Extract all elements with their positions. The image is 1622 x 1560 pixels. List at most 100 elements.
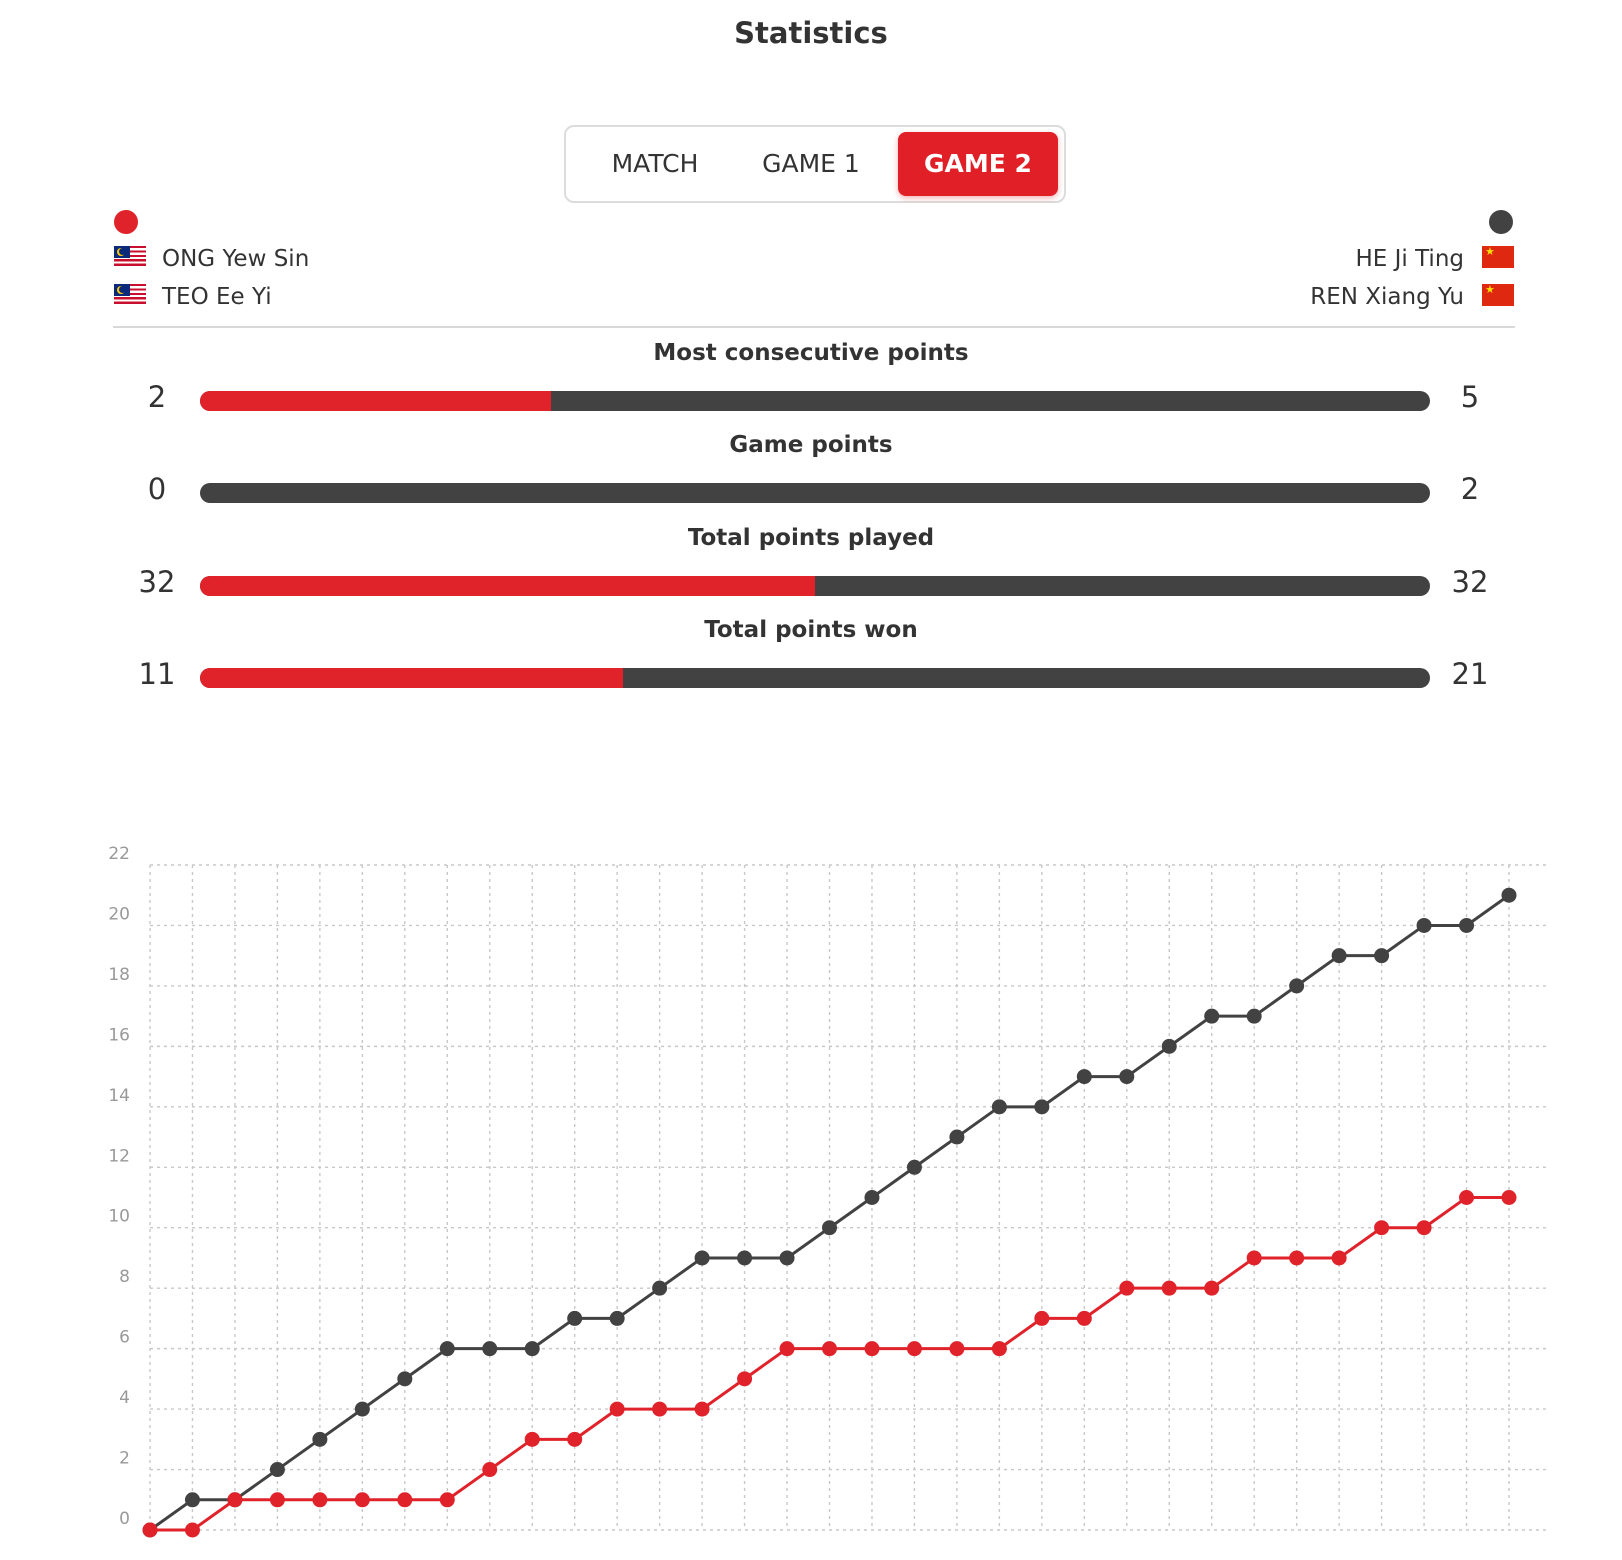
y-tick-label: 6 <box>119 1328 130 1348</box>
data-point-0 <box>609 1310 625 1326</box>
stat-bar <box>200 668 1430 688</box>
data-point-1 <box>1331 1250 1347 1266</box>
data-point-0 <box>1204 1008 1220 1024</box>
data-point-0 <box>1246 1008 1262 1024</box>
stat-label-consecutive: Most consecutive points <box>653 340 969 366</box>
stat-bar <box>200 576 1430 596</box>
data-point-1 <box>184 1522 200 1538</box>
game-tabs: MATCH GAME 1 GAME 2 <box>564 125 1066 203</box>
y-tick-label: 10 <box>108 1207 130 1227</box>
data-point-1 <box>142 1522 158 1538</box>
china-flag-icon: ★ <box>1482 246 1514 268</box>
data-point-1 <box>906 1341 922 1357</box>
stat-left-value: 2 <box>147 380 167 414</box>
data-point-0 <box>864 1190 880 1205</box>
data-point-0 <box>1076 1069 1092 1085</box>
tab-game-1[interactable]: GAME 1 <box>762 149 860 178</box>
data-point-1 <box>609 1401 625 1417</box>
stat-right-value: 2 <box>1460 472 1480 506</box>
data-point-1 <box>1459 1190 1475 1205</box>
stat-bar-fill <box>200 668 623 688</box>
team-right-color-dot <box>1489 210 1513 234</box>
stat-right-value: 32 <box>1451 565 1489 599</box>
data-point-1 <box>1246 1250 1262 1266</box>
y-tick-label: 22 <box>108 844 130 864</box>
data-point-0 <box>1331 948 1347 964</box>
data-point-1 <box>1204 1280 1220 1296</box>
stat-right-value: 21 <box>1451 657 1489 691</box>
team-left-color-dot <box>114 210 138 234</box>
china-flag-icon: ★ <box>1482 284 1514 306</box>
data-point-0 <box>1459 917 1475 933</box>
data-point-1 <box>1119 1280 1135 1296</box>
score-progression-chart: 0 2 4 6 8 10 12 14 16 18 20 22 <box>108 844 1550 1538</box>
data-point-0 <box>1416 917 1432 933</box>
data-point-0 <box>1374 948 1390 964</box>
data-point-0 <box>567 1310 583 1326</box>
data-point-0 <box>1119 1069 1135 1085</box>
player-right-1: HE Ji Ting <box>1355 246 1464 272</box>
data-point-0 <box>312 1431 328 1447</box>
data-point-0 <box>694 1250 710 1266</box>
y-tick-label: 18 <box>108 965 130 985</box>
data-point-0 <box>779 1250 795 1266</box>
page-title: Statistics <box>734 16 888 50</box>
data-point-1 <box>949 1341 965 1357</box>
y-tick-label: 0 <box>119 1509 130 1529</box>
stat-left-value: 11 <box>138 657 176 691</box>
data-point-0 <box>1501 887 1517 903</box>
data-point-1 <box>439 1492 455 1508</box>
data-point-1 <box>227 1492 243 1508</box>
data-point-1 <box>1289 1250 1305 1266</box>
data-point-1 <box>567 1431 583 1447</box>
data-point-1 <box>1076 1310 1092 1326</box>
data-point-1 <box>822 1341 837 1357</box>
player-right-2: REN Xiang Yu <box>1310 284 1464 310</box>
data-point-1 <box>269 1492 285 1508</box>
player-left-2: TEO Ee Yi <box>162 284 272 310</box>
stat-label-game-points: Game points <box>729 432 893 458</box>
stat-left-value: 32 <box>138 565 176 599</box>
data-point-1 <box>694 1401 710 1417</box>
data-point-1 <box>312 1492 328 1508</box>
y-tick-label: 20 <box>108 904 130 924</box>
data-point-1 <box>1374 1220 1390 1236</box>
data-point-1 <box>524 1431 540 1447</box>
y-tick-label: 16 <box>108 1025 130 1045</box>
divider <box>113 326 1515 328</box>
data-point-1 <box>1034 1310 1050 1326</box>
tab-game-2[interactable]: GAME 2 <box>898 132 1058 196</box>
data-point-1 <box>864 1341 880 1357</box>
data-point-1 <box>1501 1190 1517 1205</box>
data-point-0 <box>652 1280 668 1296</box>
player-left-1: ONG Yew Sin <box>162 246 310 272</box>
data-point-1 <box>482 1462 498 1478</box>
data-point-1 <box>779 1341 795 1357</box>
y-tick-label: 12 <box>108 1146 130 1166</box>
data-point-0 <box>949 1129 965 1145</box>
data-point-0 <box>991 1099 1007 1115</box>
data-point-1 <box>354 1492 370 1508</box>
stat-label-points-won: Total points won <box>704 617 918 643</box>
data-point-1 <box>397 1492 413 1508</box>
stat-left-value: 0 <box>147 472 167 506</box>
data-point-0 <box>439 1341 455 1357</box>
data-point-0 <box>397 1371 413 1387</box>
data-point-0 <box>482 1341 498 1357</box>
data-point-1 <box>1416 1220 1432 1236</box>
stat-bar-fill <box>200 576 815 596</box>
stat-bar-fill <box>200 391 552 411</box>
data-point-0 <box>1034 1099 1050 1115</box>
data-point-0 <box>1161 1038 1177 1054</box>
y-tick-label: 4 <box>119 1388 130 1408</box>
y-tick-label: 2 <box>119 1449 130 1469</box>
data-point-0 <box>184 1492 200 1508</box>
data-point-1 <box>652 1401 668 1417</box>
data-point-1 <box>737 1371 753 1387</box>
data-point-0 <box>822 1220 837 1236</box>
data-point-0 <box>737 1250 753 1266</box>
data-point-0 <box>524 1341 540 1357</box>
malaysia-flag-icon <box>114 246 146 268</box>
tab-match[interactable]: MATCH <box>611 149 699 178</box>
data-point-0 <box>269 1462 285 1478</box>
